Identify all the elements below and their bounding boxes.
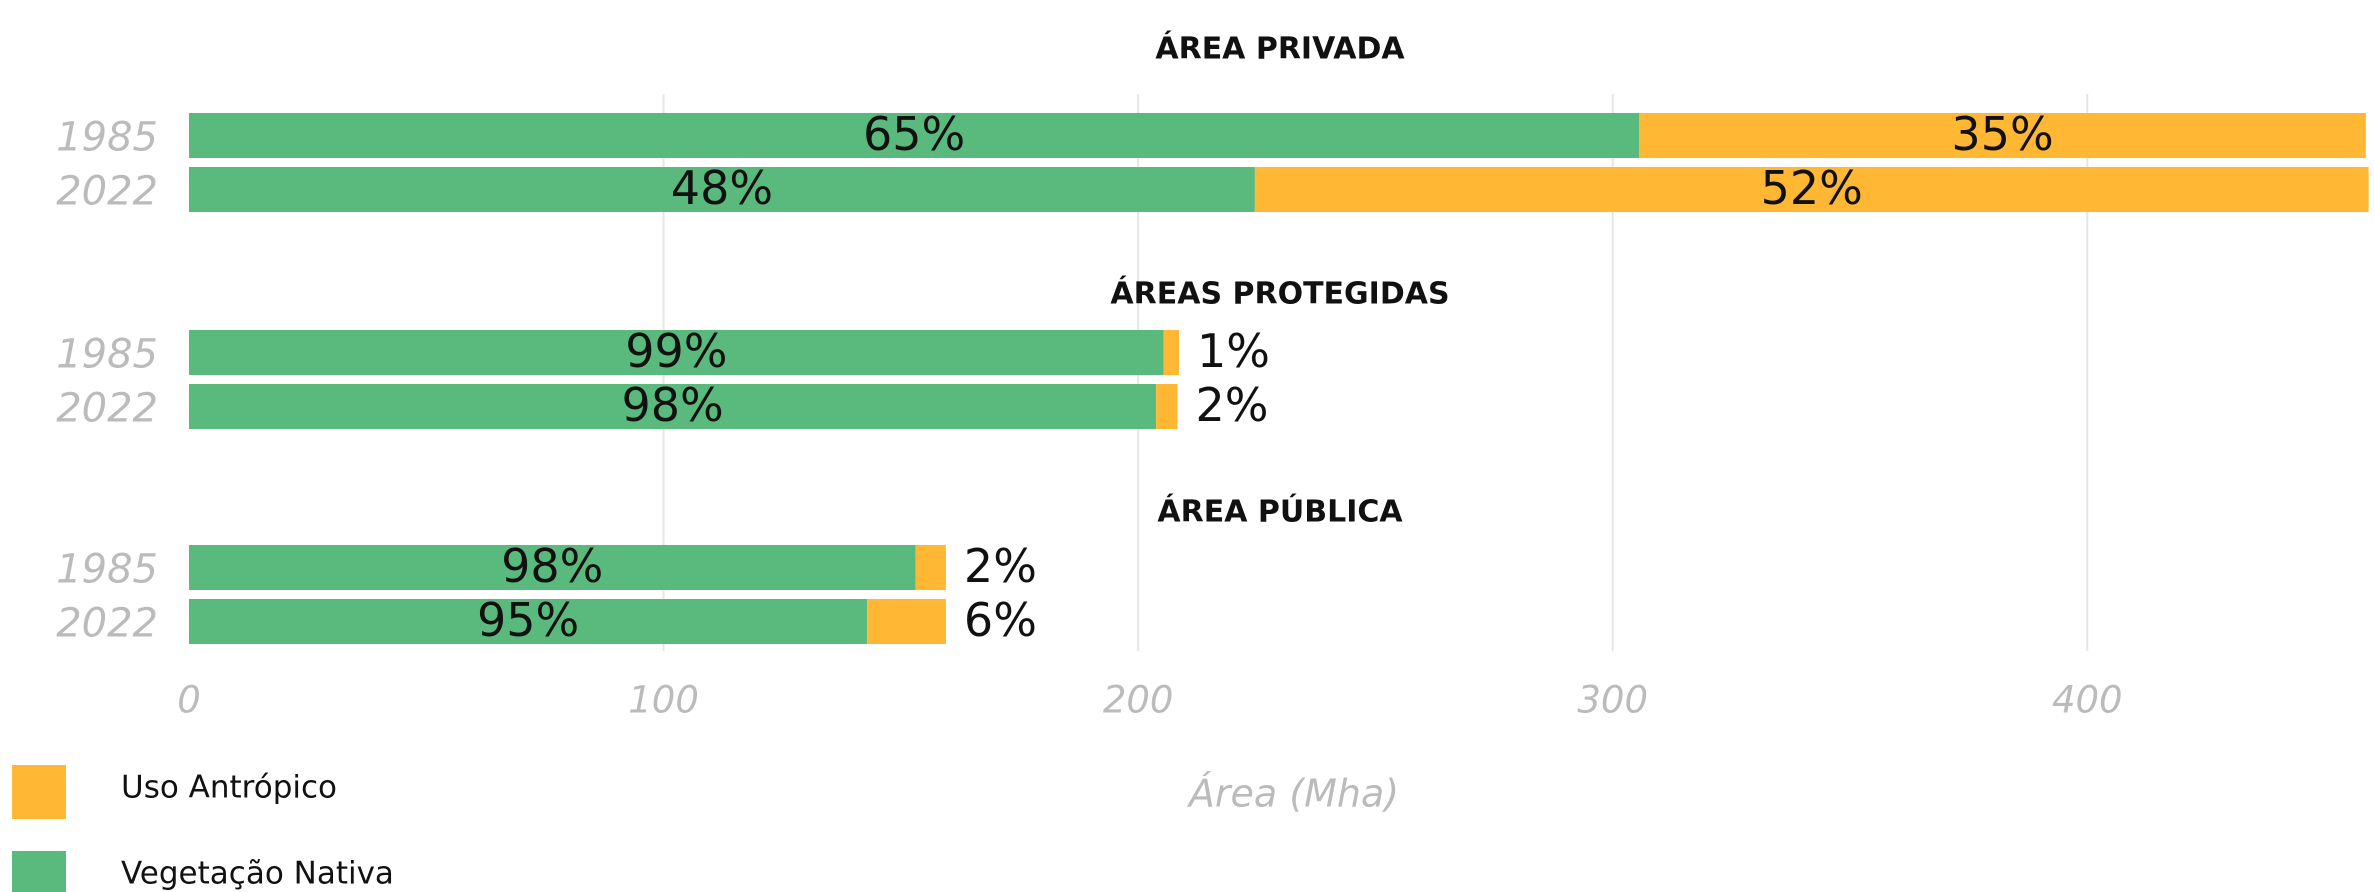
legend-swatch [12, 851, 66, 892]
y-tick-label: 2022 [56, 169, 158, 215]
bar-segment [189, 384, 1157, 429]
value-label: 1% [1197, 324, 1270, 378]
value-label: 48% [671, 161, 773, 215]
value-label: 6% [964, 593, 1037, 647]
panel-title: ÁREAS PROTEGIDAS [1110, 276, 1449, 312]
x-tick-label: 200 [1103, 679, 1174, 722]
x-tick-label: 300 [1577, 679, 1648, 722]
legend-swatch [12, 765, 66, 819]
bar-segment [189, 330, 1164, 375]
legend-label: Vegetação Nativa [121, 856, 394, 892]
y-tick-label: 2022 [56, 601, 158, 647]
value-label: 95% [477, 593, 579, 647]
value-label: 98% [621, 378, 723, 432]
bar-segment [1254, 167, 2369, 212]
x-tick-label: 400 [2052, 679, 2123, 722]
x-tick-label: 0 [177, 679, 201, 722]
bar-segment [189, 599, 868, 644]
legend-label: Uso Antrópico [121, 770, 337, 806]
y-tick-label: 2022 [56, 386, 158, 432]
bar-segment [189, 167, 1255, 212]
bar-segment [867, 599, 946, 644]
bar-segment [1163, 330, 1179, 375]
value-label: 65% [863, 107, 965, 161]
value-label: 35% [1951, 107, 2053, 161]
panel-title: ÁREA PÚBLICA [1157, 493, 1403, 530]
panel-title: ÁREA PRIVADA [1155, 31, 1405, 67]
value-label: 2% [1196, 378, 1269, 432]
y-tick-label: 1985 [56, 115, 158, 161]
value-label: 99% [625, 324, 727, 378]
y-tick-label: 1985 [56, 547, 158, 593]
bar-segment [189, 545, 916, 590]
value-label: 98% [501, 539, 603, 593]
bar-segment [189, 113, 1640, 158]
bar-segment [1156, 384, 1178, 429]
x-axis-label: Área (Mha) [1186, 772, 1399, 816]
bar-segment [1639, 113, 2366, 158]
x-tick-label: 100 [628, 679, 699, 722]
bar-segment [915, 545, 946, 590]
value-label: 52% [1761, 161, 1863, 215]
value-label: 2% [964, 539, 1037, 593]
y-tick-label: 1985 [56, 332, 158, 378]
